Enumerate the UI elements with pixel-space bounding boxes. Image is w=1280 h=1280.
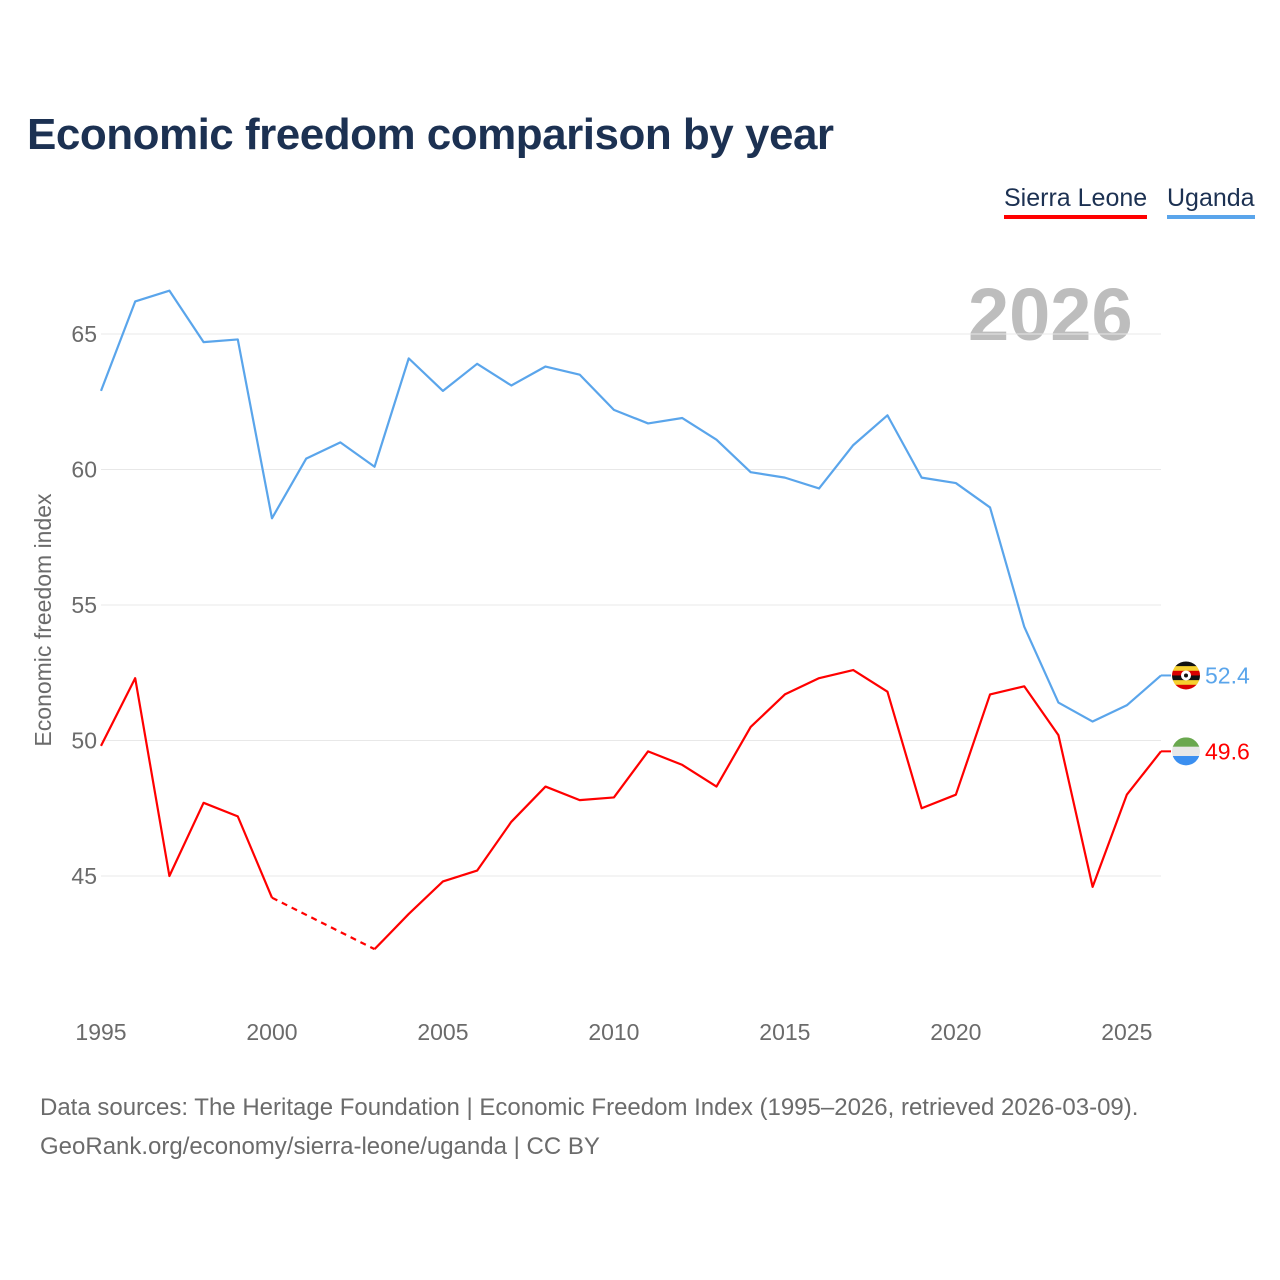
- data-point-sierra-leone[interactable]: [1053, 730, 1063, 740]
- data-point-sierra-leone[interactable]: [541, 782, 551, 792]
- data-point-uganda[interactable]: [404, 353, 414, 363]
- y-axis-label: Economic freedom index: [30, 493, 56, 747]
- data-point-uganda[interactable]: [506, 380, 516, 390]
- data-point-sierra-leone[interactable]: [506, 817, 516, 827]
- data-point-uganda[interactable]: [711, 435, 721, 445]
- y-tick-label: 45: [71, 863, 97, 889]
- data-point-sierra-leone[interactable]: [917, 803, 927, 813]
- data-point-sierra-leone[interactable]: [438, 876, 448, 886]
- data-point-sierra-leone[interactable]: [370, 944, 380, 954]
- data-point-uganda[interactable]: [130, 296, 140, 306]
- series-line-uganda: [99, 289, 1162, 723]
- x-tick-label: 2000: [246, 1019, 297, 1045]
- data-point-sierra-leone[interactable]: [746, 722, 756, 732]
- data-point-uganda[interactable]: [199, 337, 209, 347]
- data-point-sierra-leone[interactable]: [848, 665, 858, 675]
- y-tick-label: 55: [71, 592, 97, 618]
- data-point-sierra-leone[interactable]: [951, 790, 961, 800]
- series-line-sierra-leone: [100, 677, 273, 899]
- data-point-sierra-leone[interactable]: [130, 673, 140, 683]
- legend-item-uganda[interactable]: Uganda: [1167, 184, 1255, 219]
- data-point-uganda[interactable]: [1122, 700, 1132, 710]
- current-year-label: 2026: [968, 273, 1133, 356]
- data-point-sierra-leone[interactable]: [882, 687, 892, 697]
- data-point-sierra-leone[interactable]: [780, 689, 790, 699]
- series-line-sierra-leone: [373, 668, 1162, 950]
- data-point-sierra-leone[interactable]: [1088, 882, 1098, 892]
- data-point-uganda[interactable]: [951, 478, 961, 488]
- data-point-sierra-leone[interactable]: [643, 746, 653, 756]
- x-tick-label: 2015: [759, 1019, 810, 1045]
- end-value-label-sierra-leone: 49.6: [1205, 738, 1250, 764]
- x-tick-label: 2010: [588, 1019, 639, 1045]
- data-point-sierra-leone[interactable]: [472, 866, 482, 876]
- x-tick-label: 2005: [417, 1019, 468, 1045]
- data-point-uganda[interactable]: [335, 437, 345, 447]
- data-point-sierra-leone[interactable]: [233, 811, 243, 821]
- data-point-uganda[interactable]: [267, 513, 277, 523]
- data-point-sierra-leone[interactable]: [1122, 790, 1132, 800]
- source-note: Data sources: The Heritage Foundation | …: [40, 1088, 1138, 1166]
- data-point-sierra-leone[interactable]: [267, 893, 277, 903]
- data-point-uganda[interactable]: [848, 440, 858, 450]
- data-point-sierra-leone[interactable]: [404, 909, 414, 919]
- x-tick-label: 2025: [1101, 1019, 1152, 1045]
- data-point-sierra-leone[interactable]: [985, 689, 995, 699]
- data-point-uganda[interactable]: [814, 483, 824, 493]
- y-tick-label: 65: [71, 321, 97, 347]
- data-point-uganda[interactable]: [575, 370, 585, 380]
- data-point-uganda[interactable]: [780, 473, 790, 483]
- data-point-uganda[interactable]: [1088, 717, 1098, 727]
- data-point-sierra-leone[interactable]: [609, 792, 619, 802]
- data-point-sierra-leone[interactable]: [199, 798, 209, 808]
- data-point-uganda[interactable]: [472, 359, 482, 369]
- x-tick-label: 2020: [930, 1019, 981, 1045]
- y-tick-label: 60: [71, 457, 97, 483]
- uganda-flag-icon: [1172, 661, 1200, 690]
- source-line-2[interactable]: GeoRank.org/economy/sierra-leone/uganda …: [40, 1133, 600, 1160]
- data-point-uganda[interactable]: [643, 418, 653, 428]
- data-point-uganda[interactable]: [438, 386, 448, 396]
- end-value-label-uganda: 52.4: [1205, 662, 1250, 688]
- data-point-uganda[interactable]: [1053, 698, 1063, 708]
- data-point-uganda[interactable]: [677, 413, 687, 423]
- data-point-uganda[interactable]: [1019, 622, 1029, 632]
- data-point-sierra-leone[interactable]: [164, 871, 174, 881]
- data-point-sierra-leone[interactable]: [814, 673, 824, 683]
- data-point-uganda[interactable]: [985, 502, 995, 512]
- x-tick-label: 1995: [75, 1019, 126, 1045]
- data-point-uganda[interactable]: [164, 286, 174, 296]
- data-point-sierra-leone[interactable]: [96, 741, 106, 751]
- data-point-uganda[interactable]: [609, 405, 619, 415]
- data-point-sierra-leone[interactable]: [677, 760, 687, 770]
- data-point-uganda[interactable]: [882, 410, 892, 420]
- y-tick-label: 50: [71, 728, 97, 754]
- data-point-sierra-leone[interactable]: [575, 795, 585, 805]
- data-point-uganda[interactable]: [233, 334, 243, 344]
- data-point-uganda[interactable]: [301, 454, 311, 464]
- data-point-sierra-leone[interactable]: [711, 782, 721, 792]
- chart-title: Economic freedom comparison by year: [27, 110, 834, 159]
- series-gap-sierra-leone: [271, 896, 376, 951]
- data-point-uganda[interactable]: [541, 362, 551, 372]
- data-point-uganda[interactable]: [746, 467, 756, 477]
- sierra-leone-flag-icon: [1172, 737, 1200, 766]
- source-line-1: Data sources: The Heritage Foundation | …: [40, 1094, 1139, 1121]
- data-point-uganda[interactable]: [370, 462, 380, 472]
- legend-item-sierra-leone[interactable]: Sierra Leone: [1004, 184, 1148, 219]
- data-point-uganda[interactable]: [96, 386, 106, 396]
- data-point-sierra-leone[interactable]: [1019, 681, 1029, 691]
- data-point-uganda[interactable]: [917, 473, 927, 483]
